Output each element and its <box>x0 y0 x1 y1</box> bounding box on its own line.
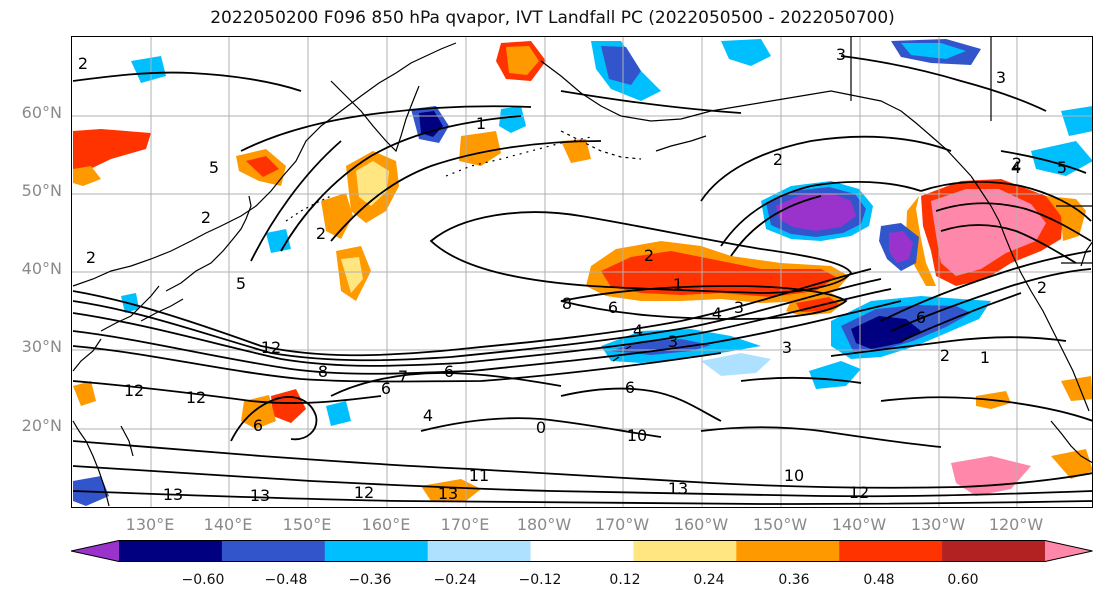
contour-label: 12 <box>849 483 869 502</box>
contour-label: 3 <box>996 68 1006 87</box>
colorbar-tick: 0.12 <box>609 572 641 588</box>
lon-label-150e: 150°E <box>282 515 332 534</box>
colorbar-outline <box>71 540 1093 562</box>
colorbar-segment <box>839 540 943 562</box>
contour-label: 2 <box>201 208 211 227</box>
contour-label: 10 <box>784 466 804 485</box>
contour-label: 12 <box>124 381 144 400</box>
contour-label: 6 <box>253 416 263 435</box>
contour-label: 4 <box>633 321 643 340</box>
lon-label-160w: 160°W <box>673 515 729 534</box>
contour-label: 8 <box>562 294 572 313</box>
contour-label: 13 <box>163 485 183 504</box>
contour-label: 6 <box>381 379 391 398</box>
lat-label-20n: 20°N <box>21 416 62 435</box>
contour-label: 13 <box>250 486 270 505</box>
contour-label: 4 <box>712 304 722 323</box>
colorbar-tick: −0.12 <box>518 572 562 588</box>
ivt-contours <box>72 55 1092 505</box>
lat-label-50n: 50°N <box>21 181 62 200</box>
contour-loop-dateline <box>429 211 853 294</box>
colorbar-tick: −0.36 <box>348 572 392 588</box>
map-title: 2022050200 F096 850 hPa qvapor, IVT Land… <box>210 8 895 28</box>
colorbar-segment <box>942 540 1046 562</box>
colorbar-segment <box>324 540 429 562</box>
contour-label: 12 <box>186 388 206 407</box>
lon-label-180w: 180°W <box>516 515 572 534</box>
colorbar-extend-high <box>1045 540 1093 562</box>
contour-label: 0 <box>536 418 546 437</box>
contour-label: 2 <box>773 150 783 169</box>
contour-label: 6 <box>916 308 926 327</box>
lon-label-130w: 130°W <box>910 515 966 534</box>
contour-label: 11 <box>469 466 489 485</box>
contour-label: 4 <box>1011 158 1021 177</box>
colorbar-tick: 0.24 <box>693 572 725 588</box>
contour-label: 2 <box>316 224 326 243</box>
contour-label: 3 <box>836 45 846 64</box>
colorbar-svg <box>71 540 1093 562</box>
contour-label: 10 <box>627 426 647 445</box>
colorbar-segment <box>221 540 326 562</box>
contour-label: 3 <box>734 298 744 317</box>
colorbar-tick: −0.24 <box>433 572 477 588</box>
lon-label-120w: 120°W <box>988 515 1044 534</box>
contour-label: 2 <box>940 346 950 365</box>
lon-label-170w: 170°W <box>594 515 650 534</box>
contour-label: 13 <box>438 484 458 503</box>
contour-jet-2 <box>72 278 882 362</box>
contour-label: 6 <box>608 298 618 317</box>
contour-jet-1 <box>72 268 872 357</box>
lon-label-150w: 150°W <box>752 515 808 534</box>
contour-label: 6 <box>444 362 454 381</box>
colorbar-tick: 0.60 <box>947 572 979 588</box>
lat-label-30n: 30°N <box>21 337 62 356</box>
contour-label: 1 <box>980 348 990 367</box>
contour-label: 12 <box>354 483 374 502</box>
contour-label: 2 <box>78 54 88 73</box>
lon-label-160e: 160°E <box>361 515 411 534</box>
contour-label: 3 <box>668 332 678 351</box>
contour-label: 7 <box>398 367 408 386</box>
contour-label: 5 <box>1057 158 1067 177</box>
contour-label: 2 <box>644 246 654 265</box>
map-panel: 2 2 5 2 5 2 12 12 12 8 6 7 6 8 6 4 3 1 2 4 3 3 6 10 10 13 12 11 13 12… <box>71 36 1093 508</box>
contour-label: 5 <box>209 158 219 177</box>
colorbar-tick: 0.36 <box>778 572 810 588</box>
colorbar-tick: 0.48 <box>863 572 895 588</box>
graticule <box>72 37 1092 507</box>
contour-label: 4 <box>423 406 433 425</box>
contour-label: 2 <box>1012 154 1022 173</box>
contour-label: 2 <box>1037 278 1047 297</box>
contour-label: 1 <box>476 114 486 133</box>
lon-label-140e: 140°E <box>203 515 253 534</box>
colorbar-extend-low <box>71 540 119 562</box>
contour-label: 13 <box>668 479 688 498</box>
colorbar <box>71 540 1093 562</box>
colorbar-segment <box>633 540 737 562</box>
coast-asia <box>72 42 457 287</box>
colorbar-segment <box>530 540 634 562</box>
lon-label-170e: 170°E <box>440 515 490 534</box>
contour-label: 5 <box>236 274 246 293</box>
lat-label-60n: 60°N <box>21 103 62 122</box>
lon-label-130e: 130°E <box>125 515 175 534</box>
contour-label: 12 <box>261 338 281 357</box>
coast-japan <box>165 195 252 292</box>
contour-label: 1 <box>673 275 683 294</box>
colorbar-segment <box>427 540 532 562</box>
colorbar-segment <box>119 540 223 562</box>
contour-label: 3 <box>782 338 792 357</box>
contour-label: 2 <box>86 248 96 267</box>
colorbar-tick: −0.48 <box>264 572 308 588</box>
lon-label-140w: 140°W <box>831 515 887 534</box>
colorbar-tick: −0.60 <box>181 572 225 588</box>
coast-alaska <box>540 60 972 177</box>
colorbar-segment <box>736 540 840 562</box>
lat-label-40n: 40°N <box>21 259 62 278</box>
contour-label: 8 <box>318 362 328 381</box>
contour-label: 6 <box>625 378 635 397</box>
